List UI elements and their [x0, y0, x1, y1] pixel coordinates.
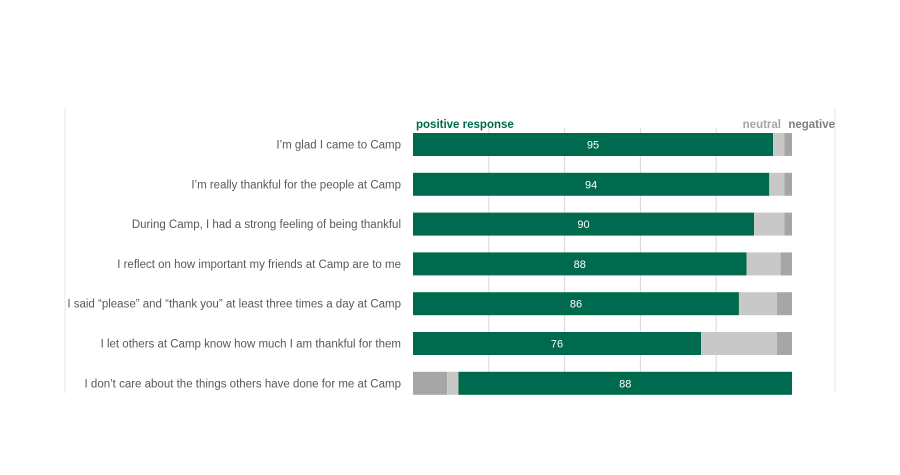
category-label: I reflect on how important my friends at… [117, 259, 401, 271]
bar-positive [413, 133, 774, 156]
bar-neutral [773, 133, 785, 156]
value-label: 88 [619, 378, 631, 390]
value-label: 86 [570, 299, 582, 311]
bar-neutral [701, 332, 777, 355]
legend-neutral: neutral [743, 119, 781, 131]
bar-negative [780, 252, 792, 276]
bar-positive [413, 332, 702, 355]
category-label: I let others at Camp know how much I am … [101, 339, 401, 351]
category-label: I’m really thankful for the people at Ca… [191, 179, 401, 191]
bars: 95 94 90 88 86 76 88 [413, 133, 792, 395]
bar-positive [413, 172, 770, 196]
bar-negative [776, 292, 792, 316]
bar-neutral [738, 292, 777, 316]
bar-negative [784, 172, 792, 196]
category-labels: I’m glad I came to Camp I’m really thankf… [67, 140, 401, 391]
value-label: 95 [587, 140, 599, 152]
legend-negative: negative [788, 119, 835, 131]
bar-positive [413, 292, 739, 316]
bar-negative [776, 332, 792, 355]
value-label: 94 [585, 179, 597, 191]
value-label: 88 [574, 259, 586, 271]
legend: positive response neutral negative [416, 119, 835, 131]
bar-neutral [769, 172, 785, 196]
bar-positive [458, 371, 792, 395]
category-label: I don’t care about the things others hav… [85, 378, 401, 390]
bar-positive [413, 212, 755, 236]
legend-positive: positive response [416, 119, 514, 131]
bar-negative [784, 212, 792, 236]
bar-neutral [447, 371, 459, 395]
bar-negative [784, 133, 792, 156]
category-label: I said “please” and “thank you” at least… [67, 299, 401, 311]
category-label: I’m glad I came to Camp [276, 140, 401, 152]
bar-negative [413, 371, 448, 395]
value-label: 76 [551, 339, 563, 351]
bar-neutral [754, 212, 785, 236]
category-label: During Camp, I had a strong feeling of b… [132, 219, 401, 231]
bar-neutral [746, 252, 781, 276]
value-label: 90 [577, 219, 589, 231]
bar-positive [413, 252, 747, 276]
